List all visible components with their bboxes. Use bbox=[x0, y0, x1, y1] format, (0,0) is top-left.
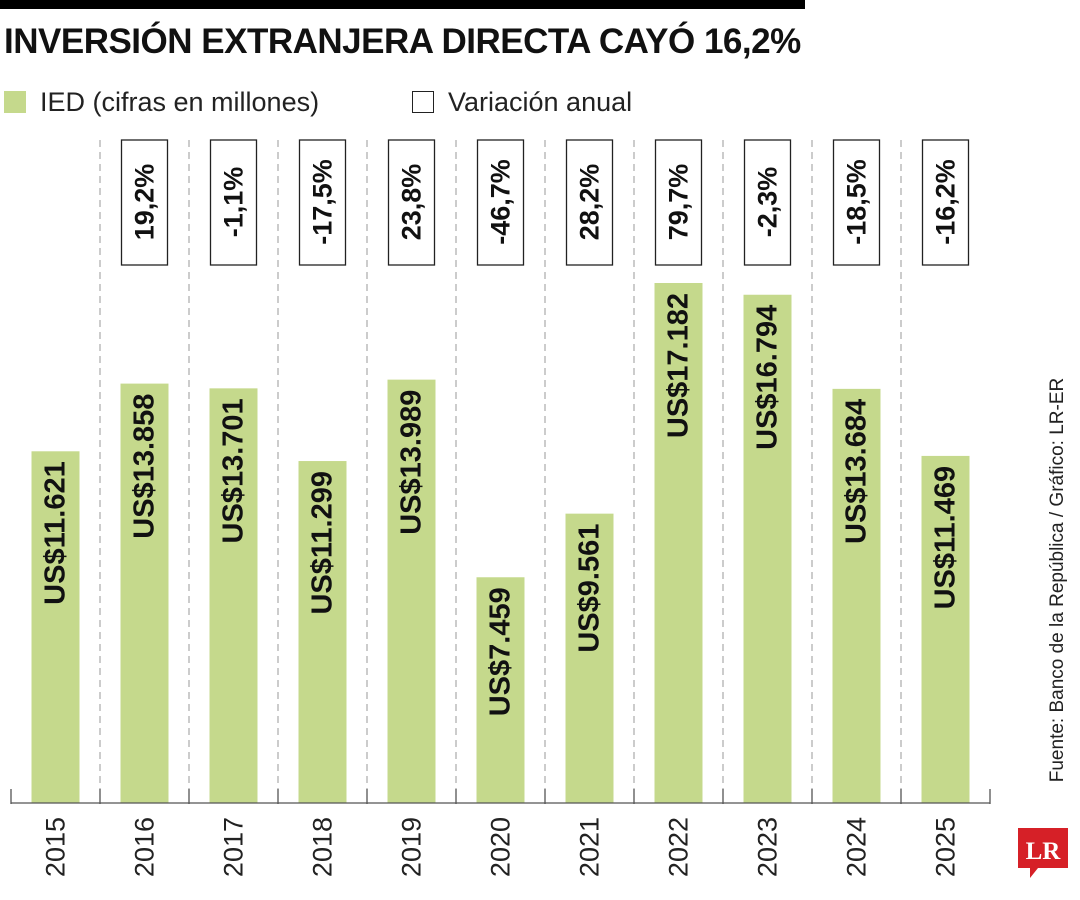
variation-label: -16,2% bbox=[931, 159, 961, 245]
x-tick-label: 2015 bbox=[41, 817, 71, 877]
bar-value-label: US$13.701 bbox=[218, 398, 250, 543]
bar-2025 bbox=[921, 455, 970, 803]
x-tick-label: 2019 bbox=[397, 817, 427, 877]
x-tick-label: 2016 bbox=[130, 817, 160, 877]
x-tick-label: 2021 bbox=[575, 817, 605, 877]
bar-value-label: US$17.182 bbox=[663, 293, 695, 438]
logo-text: LR bbox=[1026, 838, 1062, 865]
bar-2020 bbox=[476, 577, 525, 803]
variation-label: 19,2% bbox=[130, 164, 160, 241]
legend-label-ied: IED (cifras en millones) bbox=[40, 86, 320, 117]
variation-label: -46,7% bbox=[486, 159, 516, 245]
chart-title: INVERSIÓN EXTRANJERA DIRECTA CAYÓ 16,2% bbox=[4, 22, 801, 61]
bar-value-label: US$9.561 bbox=[574, 524, 606, 653]
source-note: Fuente: Banco de la República / Gráfico:… bbox=[1047, 377, 1068, 783]
variation-label: 79,7% bbox=[664, 164, 694, 241]
variation-box bbox=[120, 139, 169, 266]
bar-2017 bbox=[209, 388, 258, 803]
bar-value-label: US$16.794 bbox=[752, 305, 784, 450]
bar-value-label: US$11.299 bbox=[307, 471, 339, 615]
variation-box bbox=[298, 139, 347, 266]
lr-logo: LR bbox=[1018, 828, 1068, 878]
variation-box bbox=[832, 139, 881, 266]
x-tick-label: 2018 bbox=[308, 817, 338, 877]
bar-value-label: US$13.684 bbox=[841, 399, 873, 544]
top-rule bbox=[0, 0, 805, 9]
bar-2016 bbox=[120, 383, 169, 803]
legend-label-variacion: Variación anual bbox=[448, 86, 633, 117]
bar-value-label: US$7.459 bbox=[485, 587, 517, 716]
bar-value-label: US$11.621 bbox=[40, 461, 72, 605]
legend-swatch-variacion bbox=[412, 91, 434, 113]
variation-box bbox=[565, 139, 614, 266]
legend-item-ied: IED (cifras en millones) bbox=[4, 84, 319, 120]
variation-box bbox=[387, 139, 436, 266]
variation-label: -1,1% bbox=[219, 167, 249, 238]
x-tick-label: 2020 bbox=[486, 817, 516, 877]
legend-item-variacion: Variación anual bbox=[412, 84, 632, 120]
variation-label: -2,3% bbox=[753, 167, 783, 238]
variation-box bbox=[476, 139, 525, 266]
bar-value-label: US$13.989 bbox=[396, 390, 428, 535]
x-tick-label: 2017 bbox=[219, 817, 249, 877]
bar-2023 bbox=[743, 294, 792, 803]
x-tick-label: 2023 bbox=[753, 817, 783, 877]
x-tick-label: 2025 bbox=[931, 817, 961, 877]
variation-label: 28,2% bbox=[575, 164, 605, 241]
variation-box bbox=[921, 139, 970, 266]
bar-value-label: US$11.469 bbox=[930, 466, 962, 610]
bar-2019 bbox=[387, 379, 436, 803]
variation-box bbox=[654, 139, 703, 266]
bar-2024 bbox=[832, 388, 881, 803]
variation-box bbox=[743, 139, 792, 266]
legend-swatch-ied bbox=[4, 91, 26, 113]
variation-label: -17,5% bbox=[308, 159, 338, 245]
bar-value-label: US$13.858 bbox=[129, 394, 161, 539]
bar-2015 bbox=[31, 451, 80, 803]
variation-label: 23,8% bbox=[397, 164, 427, 241]
bar-2022 bbox=[654, 283, 703, 803]
x-tick-label: 2022 bbox=[664, 817, 694, 877]
bar-2021 bbox=[565, 513, 614, 803]
variation-label: -18,5% bbox=[842, 159, 872, 245]
x-tick-label: 2024 bbox=[842, 817, 872, 877]
variation-box bbox=[209, 139, 258, 266]
bar-2018 bbox=[298, 461, 347, 803]
